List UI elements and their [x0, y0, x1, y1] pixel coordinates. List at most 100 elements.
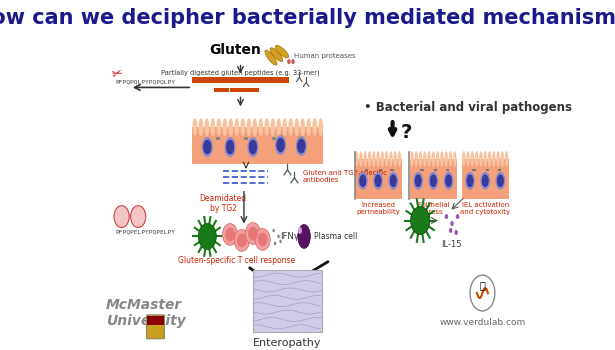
FancyBboxPatch shape [230, 89, 245, 92]
Ellipse shape [247, 137, 258, 157]
Ellipse shape [249, 140, 256, 154]
Circle shape [255, 229, 270, 250]
Ellipse shape [465, 172, 475, 190]
Circle shape [274, 241, 276, 245]
FancyBboxPatch shape [486, 169, 490, 171]
Ellipse shape [413, 172, 423, 190]
Ellipse shape [483, 151, 487, 167]
Text: ✂: ✂ [111, 67, 124, 82]
Ellipse shape [368, 151, 371, 167]
Ellipse shape [276, 118, 281, 136]
Circle shape [450, 221, 454, 226]
Ellipse shape [265, 50, 277, 65]
Text: Enteropathy: Enteropathy [253, 338, 322, 348]
Ellipse shape [429, 172, 438, 190]
Ellipse shape [443, 172, 453, 190]
Text: Deamidated
by TG2: Deamidated by TG2 [200, 194, 247, 213]
Ellipse shape [445, 175, 451, 187]
Ellipse shape [216, 118, 221, 136]
Ellipse shape [270, 48, 283, 62]
Circle shape [248, 226, 258, 240]
Ellipse shape [410, 151, 414, 167]
Text: Plasma cell: Plasma cell [314, 232, 357, 241]
Ellipse shape [482, 175, 488, 187]
Circle shape [130, 206, 146, 228]
FancyBboxPatch shape [472, 169, 475, 171]
Ellipse shape [312, 118, 317, 136]
Ellipse shape [475, 151, 478, 167]
Ellipse shape [415, 175, 421, 187]
Circle shape [449, 228, 453, 233]
Ellipse shape [445, 151, 448, 167]
FancyBboxPatch shape [434, 169, 437, 171]
Ellipse shape [394, 151, 397, 167]
Ellipse shape [275, 135, 286, 155]
Ellipse shape [467, 175, 473, 187]
Circle shape [258, 232, 268, 246]
Circle shape [445, 214, 448, 219]
FancyBboxPatch shape [244, 89, 259, 92]
Ellipse shape [501, 151, 504, 167]
Ellipse shape [240, 118, 245, 136]
Ellipse shape [300, 118, 305, 136]
Circle shape [245, 223, 261, 244]
Ellipse shape [375, 175, 381, 187]
Text: Gluten: Gluten [209, 43, 261, 57]
Ellipse shape [390, 175, 397, 187]
Ellipse shape [389, 151, 392, 167]
Circle shape [114, 206, 129, 228]
FancyBboxPatch shape [462, 159, 509, 199]
Circle shape [454, 230, 458, 235]
Ellipse shape [436, 151, 439, 167]
Text: McMaster
University: McMaster University [106, 298, 186, 328]
Ellipse shape [363, 151, 367, 167]
Text: 🔥: 🔥 [480, 280, 485, 290]
Ellipse shape [381, 151, 384, 167]
Ellipse shape [415, 151, 418, 167]
FancyBboxPatch shape [355, 159, 402, 199]
Ellipse shape [359, 151, 363, 167]
Ellipse shape [318, 118, 323, 136]
Ellipse shape [234, 118, 239, 136]
Ellipse shape [505, 151, 509, 167]
Ellipse shape [498, 175, 504, 187]
Ellipse shape [488, 151, 491, 167]
Ellipse shape [492, 151, 496, 167]
Circle shape [234, 230, 250, 251]
Circle shape [456, 214, 459, 219]
Ellipse shape [298, 139, 305, 153]
Ellipse shape [223, 118, 227, 136]
Ellipse shape [192, 118, 197, 136]
Text: Gluten-specific T cell response: Gluten-specific T cell response [178, 256, 296, 265]
Ellipse shape [210, 118, 215, 136]
Ellipse shape [276, 46, 288, 58]
Ellipse shape [277, 138, 284, 152]
Ellipse shape [306, 118, 311, 136]
FancyBboxPatch shape [216, 137, 220, 140]
FancyBboxPatch shape [192, 77, 289, 83]
FancyBboxPatch shape [498, 169, 501, 171]
Ellipse shape [288, 118, 293, 136]
Circle shape [223, 224, 238, 245]
Ellipse shape [258, 118, 263, 136]
Ellipse shape [228, 118, 233, 136]
Ellipse shape [496, 151, 500, 167]
Ellipse shape [373, 172, 383, 190]
Text: Human proteases: Human proteases [295, 52, 356, 59]
Ellipse shape [385, 151, 388, 167]
Text: PFPQPELPYPQPELPY: PFPQPELPYPQPELPY [115, 229, 175, 234]
Ellipse shape [389, 172, 398, 190]
Ellipse shape [226, 140, 234, 154]
Text: ?: ? [401, 122, 412, 142]
Text: Partially digested gluten peptides (e.g. 33-mer): Partially digested gluten peptides (e.g.… [161, 69, 320, 76]
Ellipse shape [298, 227, 302, 234]
Ellipse shape [449, 151, 452, 167]
FancyBboxPatch shape [410, 159, 457, 199]
Text: • Bacterial and viral pathogens: • Bacterial and viral pathogens [363, 101, 571, 114]
Text: PFPQPQLPYPQPQLPY: PFPQPQLPYPQPQLPY [115, 79, 175, 84]
Circle shape [411, 206, 430, 235]
Circle shape [287, 59, 291, 64]
Circle shape [279, 240, 282, 243]
Circle shape [272, 229, 275, 232]
FancyBboxPatch shape [253, 270, 322, 332]
